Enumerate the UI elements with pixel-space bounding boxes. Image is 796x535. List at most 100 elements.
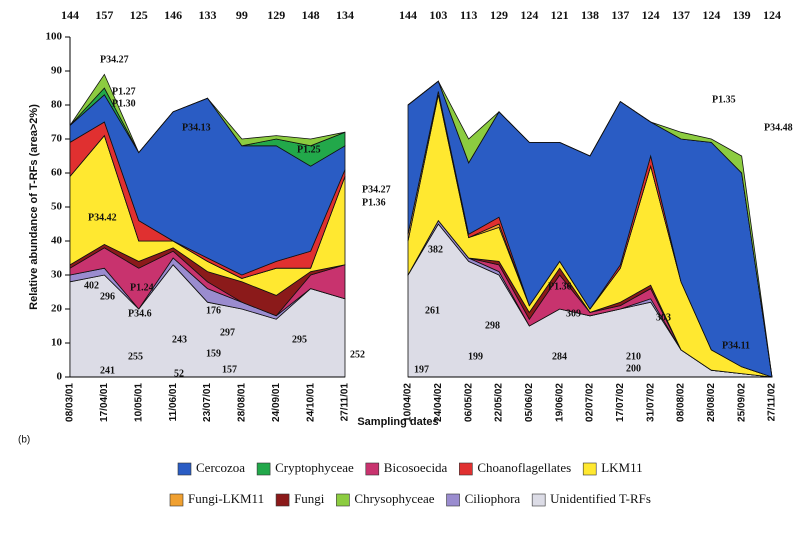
annotation: 402 bbox=[84, 280, 99, 291]
legend-swatch bbox=[336, 493, 350, 507]
y-tick-label: 70 bbox=[51, 133, 63, 145]
top-label: 137 bbox=[611, 8, 629, 22]
annotation: 210 bbox=[626, 351, 641, 362]
annotation: 241 bbox=[100, 365, 115, 376]
annotation: P34.13 bbox=[182, 122, 211, 133]
x-tick-label: 08/03/01 bbox=[65, 383, 76, 422]
top-label: 124 bbox=[702, 8, 720, 22]
top-label: 99 bbox=[236, 8, 248, 22]
x-tick-label: 10/04/02 bbox=[403, 383, 414, 422]
y-tick-label: 90 bbox=[51, 65, 63, 77]
annotation: 309 bbox=[566, 308, 581, 319]
legend-label: LKM11 bbox=[601, 460, 642, 475]
y-tick-label: 50 bbox=[51, 201, 63, 213]
annotation: 243 bbox=[172, 334, 187, 345]
annotation: 261 bbox=[425, 305, 440, 316]
top-label: 121 bbox=[551, 8, 569, 22]
annotation: 199 bbox=[468, 351, 483, 362]
y-tick-label: 20 bbox=[51, 303, 63, 315]
x-tick-label: 27/11/01 bbox=[340, 383, 351, 422]
annotation: 296 bbox=[100, 291, 115, 302]
annotation: 303 bbox=[656, 312, 671, 323]
legend-swatch bbox=[256, 462, 271, 476]
top-label: 124 bbox=[763, 8, 781, 22]
x-tick-label: 08/08/02 bbox=[676, 383, 687, 422]
x-tick-label: 23/07/01 bbox=[202, 383, 213, 422]
legend-label: Ciliophora bbox=[465, 491, 521, 506]
top-label: 124 bbox=[520, 8, 538, 22]
x-tick-label: 28/08/02 bbox=[706, 383, 717, 422]
annotation: 298 bbox=[485, 320, 500, 331]
x-tick-label: 24/09/01 bbox=[271, 383, 282, 422]
legend-label: Fungi bbox=[294, 491, 325, 506]
legend-label: Chrysophyceae bbox=[354, 491, 434, 506]
legend-swatch bbox=[446, 493, 460, 507]
legend-label: Unidentified T-RFs bbox=[550, 491, 651, 506]
top-label: 144 bbox=[399, 8, 417, 22]
annotation: 200 bbox=[626, 363, 641, 374]
legend-label: Bicosoecida bbox=[384, 460, 448, 475]
y-tick-label: 80 bbox=[51, 99, 63, 111]
top-label: 157 bbox=[95, 8, 113, 22]
annotation: 297 bbox=[220, 327, 235, 338]
y-tick-label: 0 bbox=[57, 371, 63, 383]
x-tick-label: 17/07/02 bbox=[615, 383, 626, 422]
top-label: 138 bbox=[581, 8, 599, 22]
top-label: 146 bbox=[164, 8, 182, 22]
annotation: 157 bbox=[222, 364, 237, 375]
top-label: 134 bbox=[336, 8, 354, 22]
x-axis-label: Sampling dates bbox=[357, 416, 438, 428]
annotation: P1.25 bbox=[297, 144, 321, 155]
annotation: P34.42 bbox=[88, 212, 117, 223]
top-label: 129 bbox=[267, 8, 285, 22]
top-label: 129 bbox=[490, 8, 508, 22]
annotation: 252 bbox=[350, 349, 365, 360]
annotation: 284 bbox=[552, 351, 567, 362]
legend-label: Cercozoa bbox=[196, 460, 245, 475]
y-tick-label: 60 bbox=[51, 167, 63, 179]
x-tick-label: 31/07/02 bbox=[645, 383, 656, 422]
x-tick-label: 19/06/02 bbox=[554, 383, 565, 422]
area bbox=[69, 73, 346, 154]
legend-swatch bbox=[275, 493, 290, 507]
annotation: P34.11 bbox=[722, 340, 750, 351]
x-tick-label: 24/04/02 bbox=[433, 383, 444, 422]
legend-swatch bbox=[177, 462, 192, 476]
annotation: 255 bbox=[128, 351, 143, 362]
legend-label: Fungi-LKM11 bbox=[188, 491, 264, 506]
top-label: 148 bbox=[302, 8, 320, 22]
annotation: 52 bbox=[174, 368, 184, 379]
top-label: 139 bbox=[733, 8, 751, 22]
y-tick-label: 100 bbox=[46, 31, 63, 43]
annotation: P34.27 bbox=[100, 54, 129, 65]
annotation: P1.24 bbox=[130, 282, 154, 293]
y-tick-label: 30 bbox=[51, 269, 63, 281]
annotation: P1.36 bbox=[548, 281, 572, 292]
annotation: 295 bbox=[292, 334, 307, 345]
y-tick-label: 10 bbox=[51, 337, 63, 349]
legend-swatch bbox=[365, 462, 380, 476]
annotation: P1.27 bbox=[112, 86, 136, 97]
top-label: 124 bbox=[642, 8, 660, 22]
legend-swatch bbox=[169, 493, 184, 507]
y-tick-label: 40 bbox=[51, 235, 63, 247]
annotation: 197 bbox=[414, 364, 429, 375]
legend-label: Cryptophyceae bbox=[275, 460, 354, 475]
annotation: P1.35 bbox=[712, 94, 736, 105]
top-label: 113 bbox=[460, 8, 477, 22]
top-label: 137 bbox=[672, 8, 690, 22]
x-tick-label: 25/09/02 bbox=[736, 383, 747, 422]
annotation: 176 bbox=[206, 305, 221, 316]
annotation: P34.48 bbox=[764, 122, 793, 133]
annotation: P1.36 bbox=[362, 197, 386, 208]
legend-swatch bbox=[582, 462, 597, 476]
top-label: 103 bbox=[429, 8, 447, 22]
x-tick-label: 24/10/01 bbox=[305, 383, 316, 422]
legend-label: Choanoflagellates bbox=[477, 460, 571, 475]
top-label: 125 bbox=[130, 8, 148, 22]
annotation: 159 bbox=[206, 348, 221, 359]
x-tick-label: 10/05/01 bbox=[133, 383, 144, 422]
legend-swatch bbox=[459, 462, 473, 476]
annotation: P34.6 bbox=[128, 308, 152, 319]
